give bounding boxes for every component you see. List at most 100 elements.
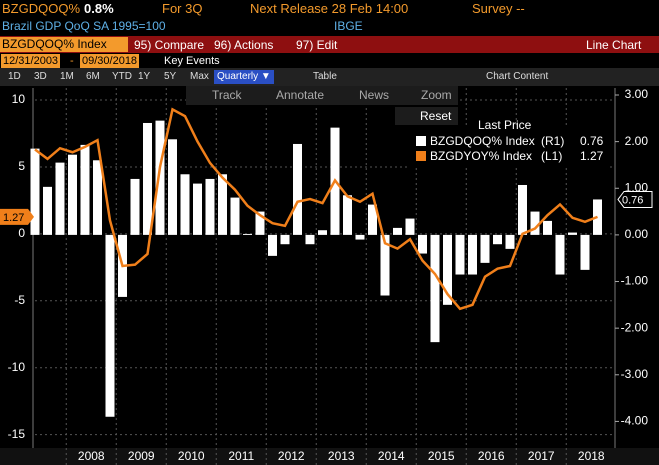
period-button[interactable]: 6M [86, 71, 100, 82]
bar [30, 148, 40, 235]
bar [418, 234, 427, 254]
legend-name: BZGDYOY% Index [430, 149, 533, 163]
bar [80, 144, 90, 235]
y-tick-label: 5 [18, 159, 25, 173]
bar [180, 174, 190, 235]
x-tick-label: 2010 [178, 449, 205, 463]
tool[interactable]: Zoom [421, 88, 452, 102]
x-tick-label: 2017 [528, 449, 555, 463]
survey: Survey -- [472, 1, 525, 16]
legend-tag: (L1) [541, 149, 563, 163]
bar [230, 197, 240, 235]
menu-item[interactable]: 95) Compare [134, 38, 205, 52]
right-tag-label: 0.76 [622, 194, 643, 206]
bar [568, 232, 577, 235]
key-events[interactable]: Key Events [164, 55, 220, 67]
menu-item[interactable]: 96) Actions [214, 38, 274, 52]
bar [293, 143, 302, 235]
last: 0.8% [84, 1, 114, 16]
x-tick-label: 2011 [228, 449, 254, 463]
bar [343, 195, 352, 235]
period-button[interactable]: 1M [60, 71, 74, 82]
period-button[interactable]: 5Y [164, 71, 177, 82]
y-tick-label: -10 [8, 360, 26, 374]
bar [43, 186, 52, 235]
bar [493, 234, 502, 245]
tool[interactable]: News [359, 88, 390, 102]
right-tag [617, 190, 653, 208]
legend-name: BZGDQOQ% Index [430, 134, 535, 148]
bar [455, 234, 465, 275]
line [34, 107, 598, 311]
legend-title: Last Price [478, 118, 532, 132]
y-tick-label: -15 [8, 427, 26, 441]
bar [380, 234, 390, 296]
bar [505, 234, 515, 249]
table-button[interactable]: Table [313, 71, 337, 82]
menu-item[interactable]: 97) Edit [296, 38, 338, 52]
bar [530, 211, 540, 235]
x-tick-label: 2013 [328, 449, 355, 463]
start-date[interactable]: 12/31/2003 [1, 54, 61, 68]
legend-value: 1.27 [580, 149, 604, 163]
bar [255, 211, 265, 235]
reset-box [395, 107, 458, 125]
legend-swatch [416, 136, 426, 146]
x-axis-bar [0, 448, 659, 465]
chart-content[interactable]: Chart Content [486, 71, 549, 82]
bar [93, 160, 102, 235]
bar [68, 154, 77, 235]
period-button[interactable]: 1D [8, 71, 21, 82]
x-tick-label: 2016 [478, 449, 505, 463]
x-tick-label: 2008 [78, 449, 105, 463]
legend [408, 128, 608, 168]
y2-tick-label: -1.00 [621, 274, 649, 288]
header-bar [0, 0, 659, 18]
bar [305, 234, 315, 245]
period-button[interactable]: 3D [34, 71, 47, 82]
bar [480, 234, 490, 263]
bar [193, 183, 202, 235]
x-tick-label: 2014 [378, 449, 405, 463]
end-date[interactable]: 09/30/2018 [80, 54, 140, 68]
bar [268, 234, 277, 256]
tool[interactable]: Reset [420, 109, 452, 123]
tool[interactable]: Annotate [276, 88, 325, 102]
tool[interactable]: Track [212, 88, 242, 102]
bar [318, 230, 327, 235]
y2-tick-label: -4.00 [621, 414, 649, 428]
security[interactable]: BZGDQOQ% Index [0, 37, 128, 52]
period-button[interactable]: 1Y [138, 71, 151, 82]
bar [105, 234, 115, 417]
bar [430, 234, 440, 343]
description: Brazil GDP QoQ SA 1995=100 [2, 19, 166, 33]
y2-tick-label: 2.00 [625, 134, 649, 148]
ticker: BZGDQOQ% [2, 1, 81, 16]
bar [368, 204, 377, 235]
bar [468, 234, 477, 275]
bar [155, 120, 165, 235]
frequency[interactable]: Quarterly ▼ [214, 70, 274, 84]
toolbar [0, 68, 659, 86]
left-tag-label: 1.27 [3, 212, 24, 224]
legend-value: 0.76 [580, 134, 604, 148]
y-tick-label: 10 [12, 92, 26, 106]
y2-tick-label: 3.00 [625, 87, 649, 101]
bar [280, 234, 290, 245]
bar [143, 122, 152, 235]
bar [130, 178, 140, 235]
period-button[interactable]: Max [190, 71, 209, 82]
bar [443, 234, 452, 305]
y-tick-label: -5 [14, 293, 25, 307]
period-button[interactable]: YTD [112, 71, 132, 82]
bar [55, 162, 65, 235]
bar [543, 220, 552, 235]
x-tick-label: 2009 [128, 449, 155, 463]
x-tick-label: 2015 [428, 449, 455, 463]
y2-tick-label: 0.00 [625, 227, 649, 241]
bar [405, 218, 415, 235]
bar [355, 234, 365, 240]
bar [243, 233, 252, 235]
legend-swatch [416, 151, 426, 161]
